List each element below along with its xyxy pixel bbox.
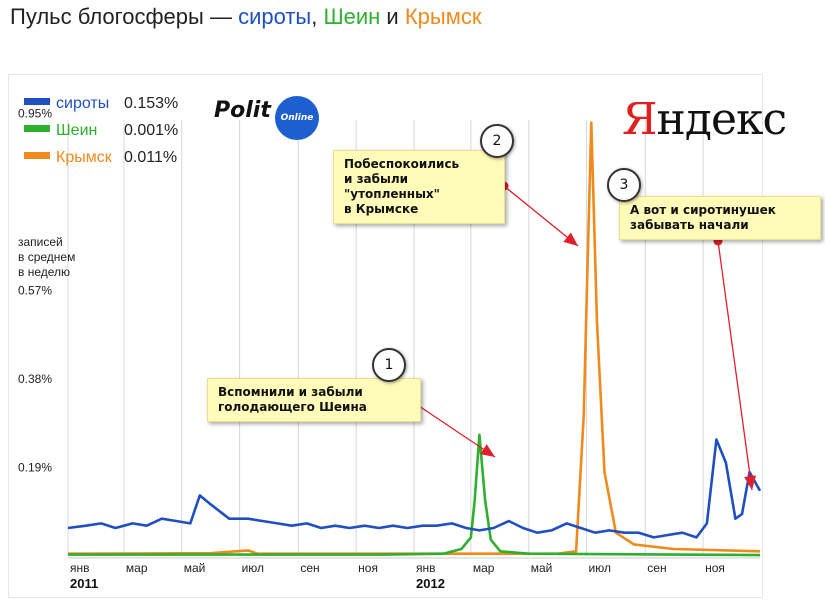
x-tick-label-1: мар — [126, 561, 148, 575]
y-axis-label-line-1: в среднем — [18, 250, 75, 264]
x-tick-label-9: июл — [589, 561, 611, 575]
legend-value-2: 0.011% — [124, 149, 177, 166]
x-tick-label-8: май — [531, 561, 553, 575]
polit-online-badge: Online — [275, 96, 319, 140]
chart-frame — [8, 74, 763, 598]
x-tick-label-10: сен — [647, 561, 666, 575]
y-tick-label-1: 0.38% — [18, 372, 52, 386]
annotation-2-line-3: "утопленных" — [344, 187, 440, 201]
x-year-label-0: 2011 — [70, 576, 98, 591]
annotation-2-line-4: в Крымске — [344, 202, 419, 216]
annotation-2-line-1: Побеспокоились — [344, 157, 460, 171]
x-tick-label-3: июл — [242, 561, 264, 575]
x-tick-label-11: ноя — [705, 561, 725, 575]
annotation-badge-3: 3 — [607, 168, 641, 202]
legend-value-0: 0.153% — [124, 95, 178, 112]
x-tick-label-2: май — [184, 561, 206, 575]
title-separator: , — [311, 4, 324, 29]
annotation-arrow-3 — [717, 240, 753, 491]
yandex-logo: Яндекс — [622, 94, 788, 145]
yandex-logo-rest: ндекс — [656, 94, 788, 145]
annotation-arrowhead-1 — [480, 444, 495, 457]
y-axis-label-line-0: записей — [18, 235, 63, 249]
series-line-2 — [67, 121, 761, 555]
x-tick-label-7: мар — [473, 561, 495, 575]
annotation-arrowhead-2 — [563, 232, 578, 246]
legend-value-1: 0.001% — [124, 122, 178, 139]
annotation-note-2: Побеспокоились и забыли "утопленных" в К… — [333, 150, 505, 224]
annotation-3-line-1: А вот и сиротинушек — [630, 203, 776, 217]
title-and: и — [380, 4, 405, 29]
y-axis-label-line-2: в неделю — [18, 265, 70, 279]
x-tick-label-4: сен — [300, 561, 319, 575]
title-prefix: Пульс блогосферы — — [10, 4, 239, 29]
y-tick-label-0: 0.19% — [18, 460, 52, 474]
polit-logo: Polit — [214, 98, 271, 123]
x-year-label-6: 2012 — [416, 576, 445, 591]
y-tick-label-2: 0.57% — [18, 283, 52, 297]
legend-swatch-0 — [24, 98, 50, 105]
annotation-note-1: Вспомнили и забыли голодающего Шеина — [207, 378, 421, 422]
annotation-badge-2: 2 — [480, 124, 514, 158]
polit-logo-text: Polit — [214, 98, 271, 123]
legend-name-0: сироты — [56, 95, 109, 112]
title-series-krymsk: Крымск — [404, 4, 482, 29]
annotation-1-line-2: голодающего Шеина — [218, 400, 367, 414]
title-series-sirota: сироты — [238, 4, 312, 29]
x-tick-label-0: янв — [70, 561, 90, 575]
polit-online-text: Online — [280, 113, 314, 123]
annotation-arrowhead-3 — [744, 475, 757, 490]
x-tick-label-6: янв — [416, 561, 436, 575]
legend-swatch-2 — [24, 152, 50, 159]
annotation-badge-1: 1 — [372, 348, 406, 382]
annotation-3-line-2: забывать начали — [630, 218, 749, 232]
legend-swatch-1 — [24, 125, 50, 132]
annotation-arrow-2 — [503, 185, 579, 247]
series-line-1 — [68, 433, 761, 557]
x-tick-label-5: ноя — [358, 561, 378, 575]
legend-name-1: Шеин — [56, 122, 97, 139]
legend-name-2: Крымск — [56, 149, 113, 166]
annotation-arrow-1 — [409, 399, 496, 458]
y-tick-label-3: 0.95% — [18, 106, 52, 120]
annotation-2-line-2: и забыли — [344, 172, 409, 186]
series-line-0 — [67, 438, 762, 539]
annotation-1-line-1: Вспомнили и забыли — [218, 385, 363, 399]
annotation-note-3: А вот и сиротинушек забывать начали — [619, 196, 821, 240]
title-series-shein: Шеин — [323, 4, 381, 29]
yandex-logo-first-letter: Я — [622, 94, 658, 145]
chart-title: Пульс блогосферы — сироты, Шеин и Крымск — [10, 4, 481, 30]
